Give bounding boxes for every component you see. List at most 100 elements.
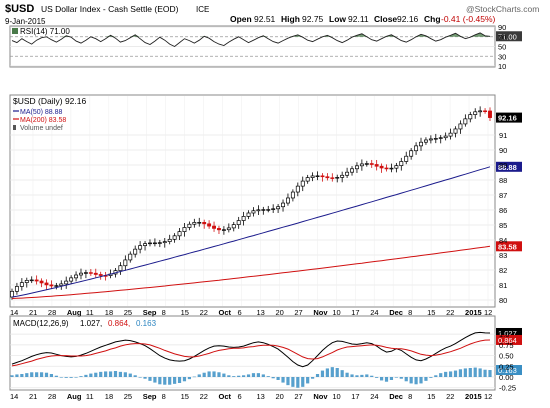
price-candle [123,259,128,267]
macd-histogram-bar [64,377,68,378]
price-candle [44,282,49,286]
macd-histogram-bar [453,370,458,377]
macd-histogram-bar [202,372,206,377]
price-candle [340,174,345,178]
price-candle [419,141,423,147]
price-candle [152,242,157,245]
macd-histogram-bar [448,371,453,377]
price-x-tick-label: 6 [238,308,242,317]
macd-histogram-bar [207,371,211,377]
price-candle [207,223,212,227]
price-candle [143,243,148,246]
price-candle [305,177,310,182]
macd-panel [9,315,496,391]
macd-histogram-bar [133,375,137,377]
rsi-line [11,32,491,48]
price-candle [133,248,138,255]
rsi-tick-label: 90 [498,23,506,32]
price-tick-label: 83 [499,251,507,260]
price-x-tick-label: 18 [105,308,113,317]
rsi-tick-label: 30 [498,52,506,61]
macd-histogram-bar [187,377,192,380]
macd-histogram-bar [143,377,147,379]
hist-value: 0.163 [136,319,157,328]
price-tick-label: 88 [499,176,507,185]
price-candle [217,228,221,231]
macd-x-tick-label: Sep [143,392,157,401]
price-candle [157,242,162,244]
price-candle [290,191,295,199]
close-value: 92.16 [397,14,419,24]
price-candle [428,138,433,141]
macd-x-tick-label: 11 [86,392,94,401]
macd-histogram-bar [488,370,492,377]
price-candle [14,286,19,292]
price-x-tick-label: Dec [389,308,403,317]
price-candle [478,110,483,113]
price-candle [39,280,44,284]
macd-histogram-bar [409,377,413,384]
rsi-legend-box [12,28,18,34]
macd-histogram-bar [212,371,216,377]
macd-histogram-bar [84,374,88,377]
rsi-layer: 71.00 [11,31,522,48]
macd-histogram-bar [20,374,24,377]
price-candle [19,282,24,287]
macd-histogram-bar [69,377,73,378]
macd-x-tick-label: Oct [219,392,232,401]
price-candle [172,235,177,240]
macd-tick-label: 0.00 [499,373,514,382]
macd-histogram-bar [320,370,325,377]
macd-histogram-bar [173,377,177,384]
macd-histogram-bar [89,373,93,377]
price-candle [177,231,182,237]
macd-histogram-bar [281,377,285,383]
macd-histogram-bar [118,371,123,377]
macd-histogram-bar [478,368,482,377]
ma200-marker [496,241,522,252]
price-candle [251,210,256,214]
macd-histogram-bar [177,377,182,383]
ma50-line [11,166,491,298]
macd-x-tick-label: 14 [10,392,18,401]
macd-histogram-bar [286,377,290,386]
macd-last-value: 1.027 [498,329,517,338]
macd-histogram-bar [35,372,39,377]
price-candle [295,185,300,193]
ma50-value: 88.88 [498,163,517,172]
price-candle [320,175,325,178]
price-candle [54,285,59,287]
high-label: High [281,14,300,24]
price-candle [93,272,98,275]
price-candle [438,137,443,139]
macd-x-tick-label: 15 [427,392,435,401]
price-candle [281,202,285,208]
macd-histogram-bar [310,377,315,379]
price-candle [335,177,340,179]
macd-histogram-bar [266,376,270,377]
price-x-tick-label: 27 [294,308,302,317]
signal-value: 0.864, [108,319,130,328]
macd-histogram-bar [419,377,423,384]
price-candle [384,167,389,170]
volume-label: Volume undef [20,125,63,132]
price-candle [443,135,448,139]
macd-histogram-bar [276,377,280,380]
price-candle [404,155,409,162]
price-candle [226,227,231,231]
macd-histogram-bar [197,374,201,377]
index-name: US Dollar Index - Cash Settle (EOD) [41,4,179,14]
price-candle [69,277,74,282]
macd-histogram-bar [458,369,463,377]
macd-histogram-bar [306,377,310,384]
macd-histogram-bar [404,377,408,382]
price-x-tick-label: 22 [446,308,454,317]
macd-histogram-bar [434,375,438,377]
macd-x-tick-label: Nov [313,392,328,401]
price-tick-label: 89 [499,161,507,170]
hist-last-marker [496,365,522,376]
macd-x-tick-label: 21 [29,392,37,401]
price-candle [64,280,69,285]
macd-histogram-bar [325,368,329,377]
